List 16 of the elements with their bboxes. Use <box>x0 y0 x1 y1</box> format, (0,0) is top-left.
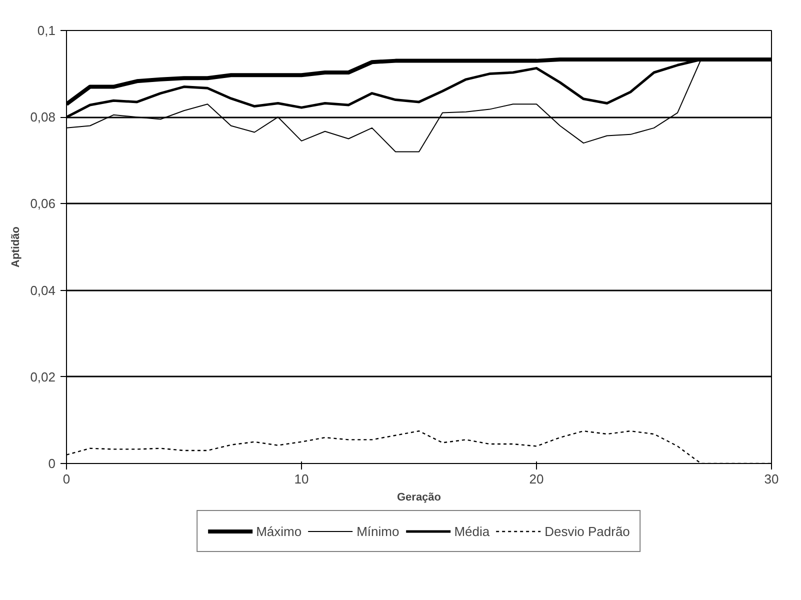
y-axis-title: Aptidão <box>10 226 22 268</box>
x-axis-title: Geração <box>396 492 442 504</box>
x-tick-label: 30 <box>764 472 779 486</box>
y-tick-label: 0,1 <box>37 23 56 38</box>
y-tick-label: 0,04 <box>30 282 56 298</box>
x-tick-label: 0 <box>62 472 70 486</box>
legend-label: Desvio Padrão <box>544 524 630 538</box>
legend-label: Mínimo <box>356 524 400 538</box>
y-tick-label: 0 <box>48 456 56 471</box>
y-tick-label: 0,02 <box>30 369 56 384</box>
x-tick-label: 10 <box>294 472 309 486</box>
y-tick-label: 0,08 <box>30 110 56 125</box>
x-tick-label: 20 <box>529 472 544 486</box>
legend-label: Máximo <box>256 524 302 538</box>
y-tick-label: 0,06 <box>30 196 56 212</box>
legend-label: Média <box>454 524 490 538</box>
